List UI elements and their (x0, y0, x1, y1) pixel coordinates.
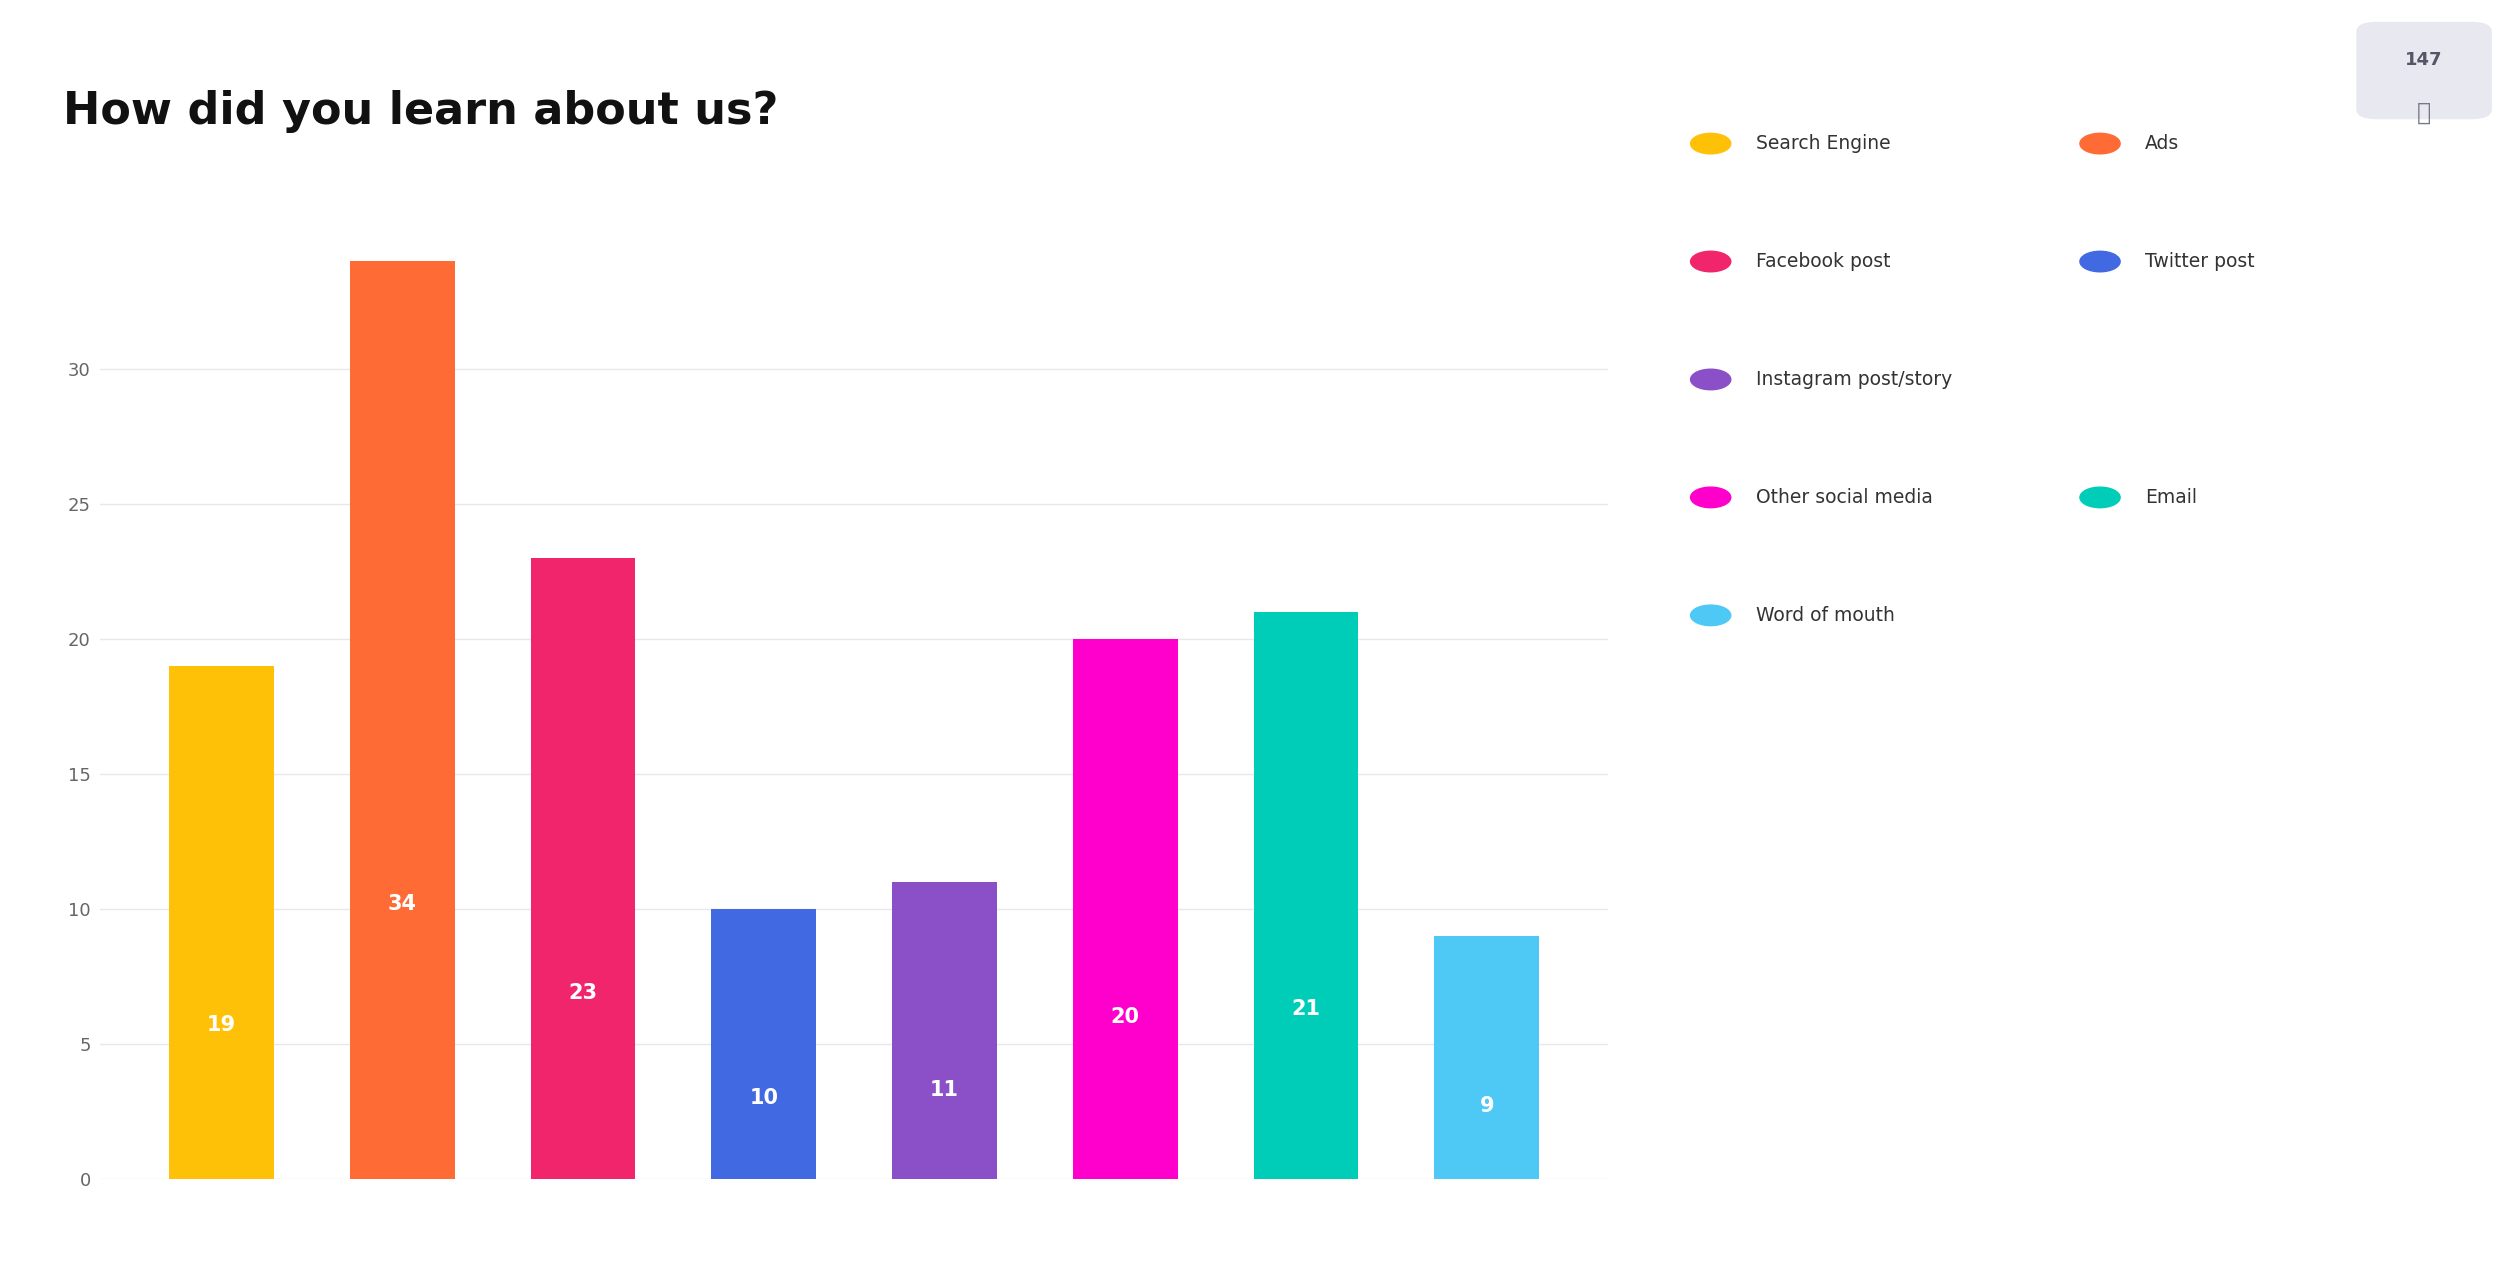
Text: 👥: 👥 (2417, 101, 2432, 124)
Text: 19: 19 (206, 1015, 236, 1036)
Bar (1434, 936, 1540, 1179)
Bar (168, 665, 274, 1179)
Text: Word of mouth: Word of mouth (1756, 606, 1894, 624)
Text: Twitter post: Twitter post (2145, 253, 2256, 271)
Text: Email: Email (2145, 488, 2198, 506)
Text: How did you learn about us?: How did you learn about us? (63, 90, 779, 133)
Bar (530, 558, 636, 1179)
Text: 20: 20 (1110, 1008, 1140, 1027)
Bar (711, 909, 816, 1179)
Text: 147: 147 (2406, 51, 2442, 69)
Bar (349, 260, 455, 1179)
Text: 34: 34 (387, 894, 417, 914)
Text: 23: 23 (568, 983, 598, 1003)
Text: Search Engine: Search Engine (1756, 135, 1892, 153)
Bar (1253, 612, 1359, 1179)
Text: Ads: Ads (2145, 135, 2180, 153)
Text: 11: 11 (929, 1081, 960, 1100)
Text: 9: 9 (1480, 1096, 1495, 1117)
Text: 10: 10 (749, 1088, 779, 1109)
Text: 21: 21 (1291, 999, 1321, 1019)
Bar (1073, 638, 1178, 1179)
Text: Other social media: Other social media (1756, 488, 1932, 506)
Bar (892, 882, 997, 1179)
Text: Facebook post: Facebook post (1756, 253, 1892, 271)
Text: Instagram post/story: Instagram post/story (1756, 370, 1952, 388)
